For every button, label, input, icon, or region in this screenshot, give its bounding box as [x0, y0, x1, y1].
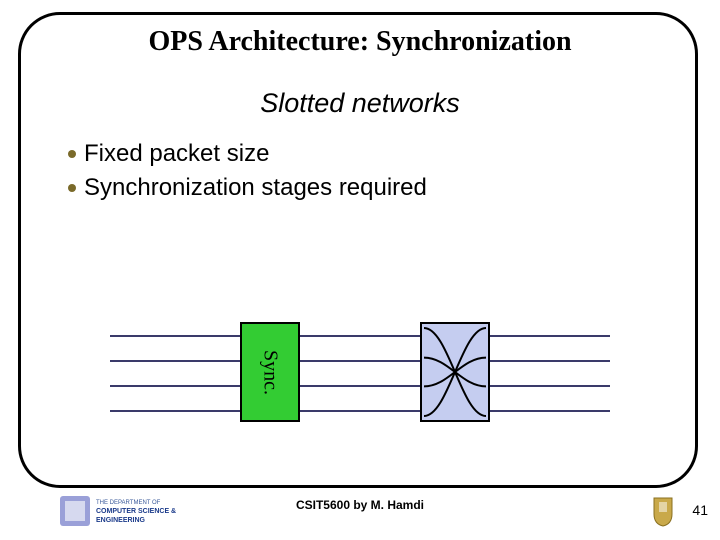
svg-text:COMPUTER SCIENCE &: COMPUTER SCIENCE &	[96, 508, 176, 515]
sync-label: Sync.	[259, 350, 282, 395]
switch-box	[420, 322, 490, 422]
svg-text:THE DEPARTMENT OF: THE DEPARTMENT OF	[96, 500, 161, 506]
slide-subtitle: Slotted networks	[0, 88, 720, 119]
bullet-list: Fixed packet size Synchronization stages…	[68, 140, 427, 208]
signal-line	[110, 360, 240, 362]
signal-line	[490, 410, 610, 412]
signal-line	[300, 335, 420, 337]
bullet-item: Fixed packet size	[68, 140, 427, 168]
switch-cross-icon	[422, 324, 488, 420]
bullet-text: Synchronization stages required	[84, 174, 427, 202]
page-number: 41	[692, 502, 708, 518]
signal-line	[300, 385, 420, 387]
bullet-item: Synchronization stages required	[68, 174, 427, 202]
signal-line	[110, 335, 240, 337]
slide-title: OPS Architecture: Synchronization	[0, 26, 720, 58]
network-diagram: Sync.	[110, 330, 610, 450]
signal-line	[490, 335, 610, 337]
dept-logo: THE DEPARTMENT OF COMPUTER SCIENCE & ENG…	[60, 494, 200, 528]
bullet-dot-icon	[68, 184, 76, 192]
university-logo	[650, 496, 676, 528]
signal-line	[490, 360, 610, 362]
signal-line	[110, 410, 240, 412]
bullet-dot-icon	[68, 150, 76, 158]
bullet-text: Fixed packet size	[84, 140, 269, 168]
sync-stage-box: Sync.	[240, 322, 300, 422]
signal-line	[300, 410, 420, 412]
signal-line	[300, 360, 420, 362]
svg-text:ENGINEERING: ENGINEERING	[96, 517, 146, 524]
signal-line	[490, 385, 610, 387]
signal-line	[110, 385, 240, 387]
